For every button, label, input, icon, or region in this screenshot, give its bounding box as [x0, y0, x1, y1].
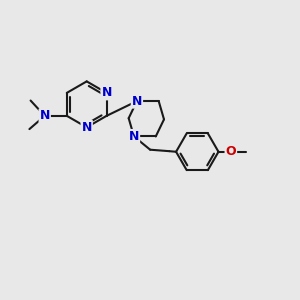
- Text: N: N: [132, 94, 142, 108]
- Text: N: N: [101, 86, 112, 99]
- Text: O: O: [226, 145, 236, 158]
- Text: N: N: [82, 121, 92, 134]
- Text: N: N: [40, 109, 50, 122]
- Text: N: N: [129, 130, 139, 143]
